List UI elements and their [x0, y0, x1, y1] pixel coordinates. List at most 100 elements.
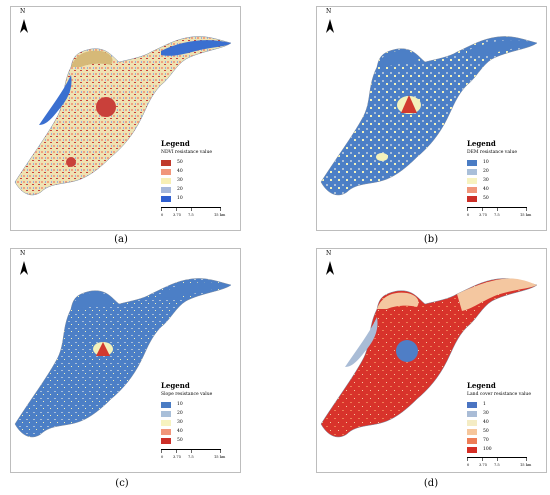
legend-swatch — [161, 401, 171, 408]
land-cover-legend: Legend Land cover resistance value 1 30 … — [467, 381, 543, 454]
legend-swatch — [467, 195, 477, 202]
legend-swatch — [467, 177, 477, 184]
land-cover-river — [345, 317, 378, 367]
legend-swatch — [161, 177, 171, 184]
dem-river-east — [467, 40, 537, 56]
legend-value: 30 — [177, 178, 183, 183]
scale-bar-graphic — [467, 457, 527, 461]
legend-item: 20 — [161, 185, 237, 194]
legend-item: 30 — [161, 176, 237, 185]
ndvi-river-east — [161, 40, 231, 56]
scale-bar-graphic — [161, 449, 221, 453]
scale-label: 3.75 — [173, 455, 182, 459]
legend-item: 30 — [467, 176, 543, 185]
legend-item: 50 — [161, 158, 237, 167]
scale-bar: 0 3.75 7.5 15 km — [161, 207, 225, 223]
land-cover-water-body — [396, 340, 418, 362]
land-cover-east-fields — [457, 278, 537, 311]
scale-label: 7.5 — [494, 463, 500, 467]
legend-value: 30 — [177, 420, 183, 425]
ndvi-hotspot — [96, 97, 116, 117]
legend-title: Legend — [467, 381, 496, 390]
scale-label: 7.5 — [188, 455, 194, 459]
legend-item: 20 — [467, 167, 543, 176]
north-arrow-icon — [20, 19, 28, 33]
legend-subtitle: DEM resistance value — [467, 150, 518, 155]
legend-swatch — [161, 410, 171, 417]
scale-label: 3.75 — [479, 463, 488, 467]
legend-value: 10 — [177, 402, 183, 407]
slope-steep — [96, 342, 110, 356]
legend-swatch — [467, 401, 477, 408]
caption-d: (d) — [423, 478, 439, 489]
legend-value: 40 — [177, 429, 183, 434]
legend-item: 50 — [467, 194, 543, 203]
legend-subtitle: NDVI resistance value — [161, 150, 213, 155]
scale-label: 0 — [467, 463, 470, 467]
legend-value: 50 — [483, 196, 489, 201]
map-panel-land-cover: N Legend Land cover resistance value 1 3… — [316, 248, 547, 473]
legend-swatch — [467, 410, 477, 417]
legend-swatch — [161, 195, 171, 202]
slope-legend: Legend Slope resistance value 10 20 30 4… — [161, 381, 237, 445]
legend-value: 50 — [177, 160, 183, 165]
scale-label: 15 km — [520, 463, 532, 467]
scale-label: 0 — [161, 455, 164, 459]
legend-swatch — [467, 428, 477, 435]
map-panel-ndvi: N Legend NDVI resistance value 50 40 30 … — [10, 6, 241, 231]
caption-c: (c) — [115, 478, 129, 489]
map-panel-slope: N Legend Slope resistance value 10 20 30… — [10, 248, 241, 473]
legend-item: 20 — [161, 409, 237, 418]
legend-value: 10 — [483, 160, 489, 165]
legend-value: 1 — [483, 402, 486, 407]
land-cover-map — [320, 278, 538, 438]
dem-region — [320, 36, 538, 196]
scale-bar: 0 3.75 7.5 15 km — [467, 457, 531, 472]
legend-value: 20 — [177, 411, 183, 416]
slope-river-east — [161, 282, 231, 298]
legend-swatch — [161, 186, 171, 193]
legend-item: 70 — [467, 436, 543, 445]
scale-label: 15 km — [214, 455, 226, 459]
legend-value: 50 — [177, 438, 183, 443]
legend-value: 20 — [177, 187, 183, 192]
legend-item: 40 — [467, 418, 543, 427]
map-panel-dem: N Legend DEM resistance value 10 20 30 4… — [316, 6, 547, 231]
scale-label: 15 km — [214, 213, 226, 217]
legend-value: 70 — [483, 438, 489, 443]
legend-value: 20 — [483, 169, 489, 174]
scale-label: 0 — [161, 213, 164, 217]
slope-reservoir — [71, 292, 113, 309]
legend-item: 10 — [161, 400, 237, 409]
legend-item: 10 — [161, 194, 237, 203]
legend-swatch — [161, 428, 171, 435]
legend-item: 40 — [161, 167, 237, 176]
legend-subtitle: Slope resistance value — [161, 392, 213, 397]
ndvi-map — [14, 36, 232, 196]
legend-item: 50 — [467, 427, 543, 436]
scale-label: 7.5 — [494, 213, 500, 217]
scale-label: 3.75 — [479, 213, 488, 217]
legend-item: 1 — [467, 400, 543, 409]
legend-swatch — [161, 437, 171, 444]
legend-item: 30 — [467, 409, 543, 418]
legend-title: Legend — [161, 139, 190, 148]
legend-item: 100 — [467, 445, 543, 454]
legend-value: 50 — [483, 429, 489, 434]
north-label: N — [326, 8, 332, 15]
legend-swatch — [161, 419, 171, 426]
ndvi-reservoir — [71, 50, 113, 67]
scale-bar-graphic — [161, 207, 221, 211]
legend-swatch — [467, 437, 477, 444]
ndvi-legend: Legend NDVI resistance value 50 40 30 20… — [161, 139, 237, 203]
legend-swatch — [467, 419, 477, 426]
legend-subtitle: Land cover resistance value — [467, 392, 531, 397]
dem-legend: Legend DEM resistance value 10 20 30 40 … — [467, 139, 543, 203]
north-arrow-icon — [326, 261, 334, 275]
legend-swatch — [467, 159, 477, 166]
legend-swatch — [467, 168, 477, 175]
scale-label: 7.5 — [188, 213, 194, 217]
legend-value: 30 — [483, 178, 489, 183]
dem-peak — [401, 95, 417, 113]
land-cover-upland — [377, 292, 419, 309]
